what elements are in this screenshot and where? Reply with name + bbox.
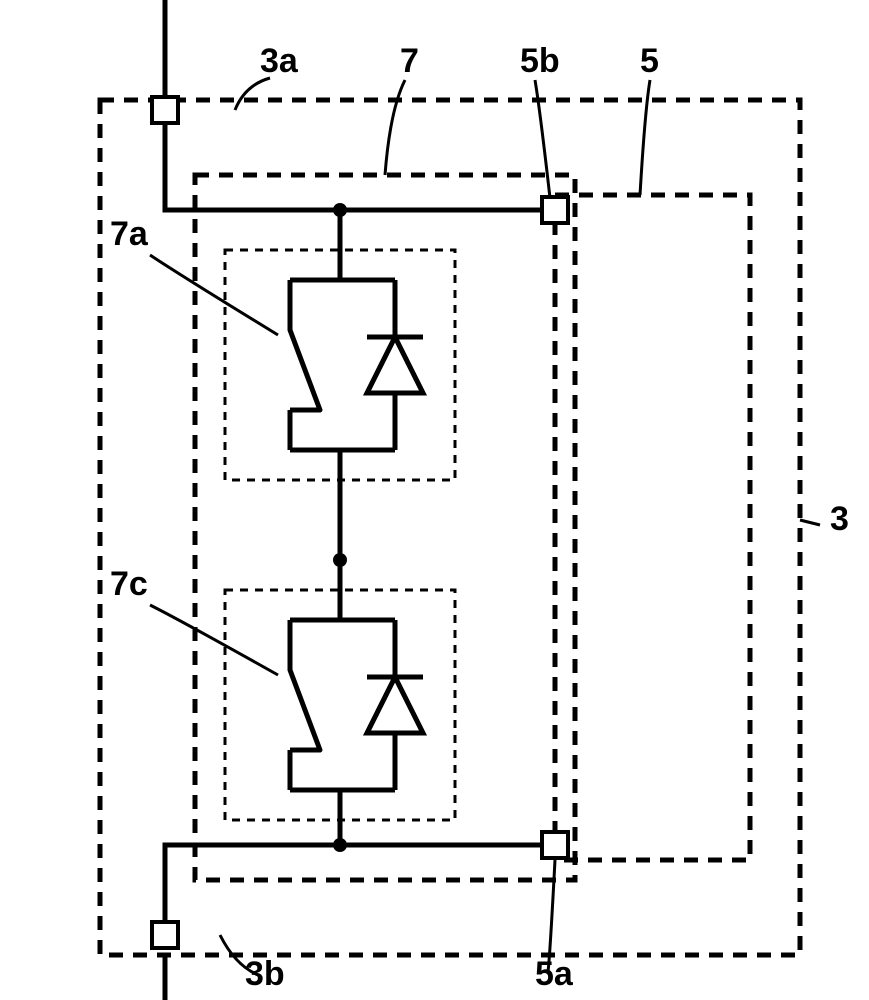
- switch-lower-lever: [290, 670, 320, 750]
- box-5: [555, 195, 750, 860]
- label-7: 7: [400, 42, 419, 80]
- leader-7c: [150, 605, 278, 675]
- leader-7a: [150, 255, 278, 335]
- label-3a: 3a: [260, 42, 299, 80]
- label-7c: 7c: [110, 565, 148, 603]
- node-bot_j: [333, 838, 347, 852]
- box-7c: [225, 590, 455, 820]
- outer-box-3: [100, 100, 800, 955]
- wire-3b-bot_j: [165, 845, 340, 935]
- node-mid_j: [333, 553, 347, 567]
- label-5b: 5b: [520, 42, 560, 80]
- terminal-5b: [542, 197, 568, 223]
- label-5a: 5a: [535, 955, 574, 993]
- wire-3a-top_j: [165, 110, 340, 210]
- switch-upper-lever: [290, 330, 320, 410]
- terminal-3a: [152, 97, 178, 123]
- leader-3: [800, 520, 820, 525]
- terminal-5a: [542, 832, 568, 858]
- diode-lower-triangle: [367, 677, 423, 733]
- diode-upper-triangle: [367, 337, 423, 393]
- label-7a: 7a: [110, 215, 149, 253]
- label-3: 3: [830, 500, 849, 538]
- leader-3a: [235, 78, 270, 110]
- leader-5: [640, 80, 650, 195]
- label-3b: 3b: [245, 955, 285, 993]
- node-top_j: [333, 203, 347, 217]
- box-7a: [225, 250, 455, 480]
- leader-7: [385, 80, 405, 175]
- terminal-3b: [152, 922, 178, 948]
- label-5: 5: [640, 42, 659, 80]
